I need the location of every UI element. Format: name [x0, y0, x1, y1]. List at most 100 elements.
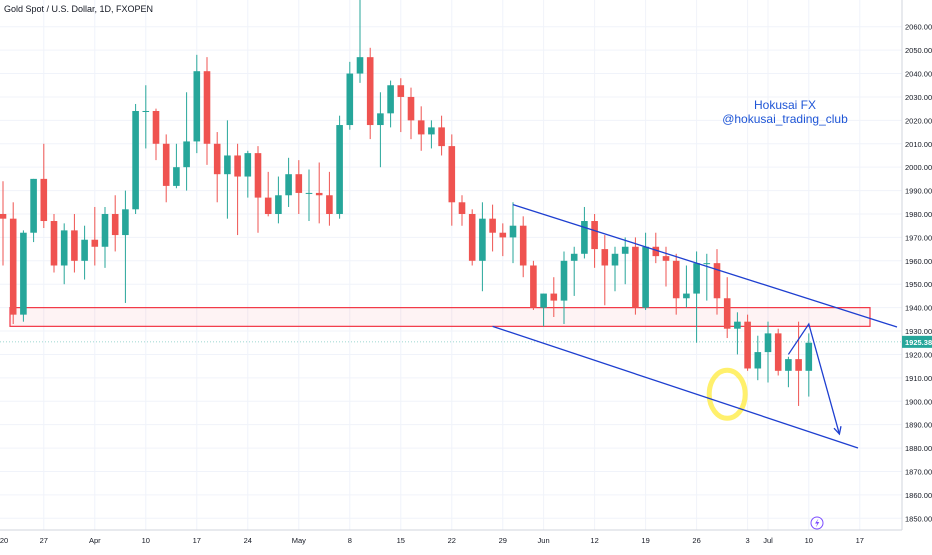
x-tick-label: 24 [244, 536, 252, 545]
x-tick-label: Apr [89, 536, 101, 545]
candle-up [336, 125, 343, 214]
candle-down [795, 359, 802, 371]
x-tick-label: 22 [448, 536, 456, 545]
candle-down [672, 260, 680, 299]
candle-up [346, 73, 354, 126]
candle-down [203, 71, 211, 144]
x-tick-label: Jun [538, 536, 550, 545]
candle-up [764, 333, 772, 353]
candle-down [468, 213, 476, 261]
candle-up [193, 71, 201, 142]
y-tick-label: 1850.00 [905, 514, 932, 523]
y-tick-label: 1890.00 [905, 421, 932, 430]
projection-arrowhead [833, 426, 842, 436]
candle-up [377, 113, 384, 126]
x-tick-label: 29 [499, 536, 507, 545]
candle-up [183, 141, 190, 168]
candle-down [254, 153, 262, 198]
y-tick-label: 1940.00 [905, 304, 932, 313]
candle-up [387, 85, 394, 114]
candle-up [611, 253, 619, 266]
x-tick-label: 27 [40, 536, 48, 545]
channel-upper-line [512, 204, 898, 328]
y-tick-label: 1990.00 [905, 187, 932, 196]
candle-layer [0, 0, 813, 406]
current-price-label: 1925.38 [905, 338, 932, 347]
candle-up [785, 359, 792, 371]
x-tick-label: 15 [397, 536, 405, 545]
x-tick-label: 19 [641, 536, 649, 545]
candle-up [142, 110, 150, 112]
candle-up [693, 263, 700, 294]
candle-down [744, 321, 751, 369]
candle-down [9, 218, 17, 315]
candle-down [417, 120, 425, 135]
candle-down [234, 155, 241, 177]
y-tick-label: 1930.00 [905, 327, 932, 336]
y-tick-label: 2060.00 [905, 23, 932, 32]
channel-lower-line [492, 325, 859, 449]
lightning-icon [810, 516, 824, 530]
candle-down [601, 249, 609, 266]
candle-up [244, 153, 252, 177]
x-tick-label: May [292, 536, 306, 545]
candle-up [754, 352, 762, 369]
brand-handle: @hokusai_trading_club [722, 112, 848, 126]
candle-up [132, 110, 139, 210]
brand-name: Hokusai FX [753, 98, 817, 112]
x-tick-label: 8 [348, 536, 352, 545]
candle-down [162, 143, 170, 186]
candle-down [489, 218, 496, 233]
y-tick-label: 2040.00 [905, 70, 932, 79]
y-tick-label: 1920.00 [905, 350, 932, 359]
y-tick-label: 2010.00 [905, 140, 932, 149]
y-tick-label: 1910.00 [905, 374, 932, 383]
candle-down [550, 293, 558, 301]
candle-up [734, 321, 741, 329]
y-tick-label: 2000.00 [905, 163, 932, 172]
y-tick-label: 2050.00 [905, 46, 932, 55]
candle-up [305, 192, 313, 194]
y-tick-label: 1880.00 [905, 444, 932, 453]
candle-up [122, 209, 129, 236]
candle-down [315, 192, 323, 196]
candle-down [652, 246, 660, 257]
candle-down [91, 239, 99, 247]
projection-path [787, 322, 841, 435]
candle-up [570, 253, 578, 261]
candle-down [326, 195, 333, 214]
candle-up [20, 232, 27, 315]
y-tick-label: 1950.00 [905, 280, 932, 289]
candle-up [81, 239, 88, 261]
y-tick-label: 2020.00 [905, 116, 932, 125]
y-tick-label: 1900.00 [905, 397, 932, 406]
candle-up [101, 213, 109, 247]
candle-up [683, 293, 690, 299]
candle-down [519, 225, 527, 266]
candle-down [407, 96, 415, 121]
candle-up [621, 246, 629, 254]
current-price-tag [902, 335, 932, 348]
candle-down [774, 333, 782, 371]
candle-up [173, 167, 180, 186]
candle-down [40, 178, 48, 222]
candle-up [479, 218, 486, 261]
candle-down [499, 232, 507, 238]
candle-down [366, 57, 374, 126]
y-tick-label: 2030.00 [905, 93, 932, 102]
candle-up [428, 127, 435, 135]
candle-up [540, 293, 547, 308]
candle-down [213, 143, 221, 175]
x-tick-label: 26 [692, 536, 700, 545]
drawing-layer [492, 204, 898, 449]
candle-up [224, 155, 231, 175]
candle-down [397, 85, 405, 97]
x-tick-label: 17 [193, 536, 201, 545]
candle-down [71, 230, 78, 261]
candle-up [805, 342, 813, 371]
candle-up [509, 225, 517, 238]
candle-up [285, 174, 292, 196]
